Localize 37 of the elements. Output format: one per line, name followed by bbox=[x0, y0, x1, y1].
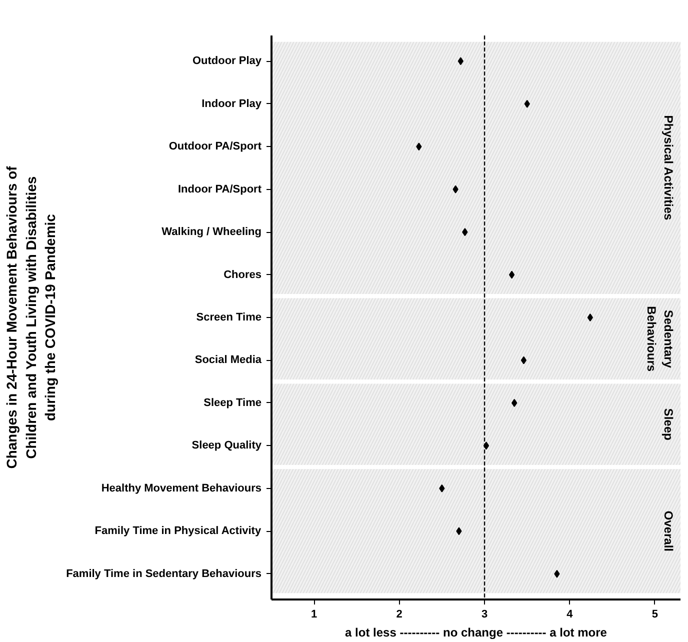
y-axis-title: Changes in 24-Hour Movement Behaviours of Children and Youth Living with Disabilities during the COVID-19 Pandemic bbox=[4, 166, 58, 469]
point bbox=[512, 398, 518, 407]
band-label: Sedentary Behaviours bbox=[644, 306, 676, 372]
point bbox=[452, 185, 458, 194]
x-tick-label: 5 bbox=[652, 608, 658, 620]
x-tick-label: 1 bbox=[311, 608, 318, 620]
point bbox=[508, 270, 515, 279]
y-tick-label: Indoor Play bbox=[202, 98, 262, 110]
x-axis-title: a lot less ---------- no change ---------- a lot more bbox=[345, 626, 608, 640]
y-tick-label: Social Media bbox=[194, 354, 262, 366]
point bbox=[456, 527, 462, 536]
y-tick-label: Chores bbox=[224, 268, 262, 281]
point bbox=[416, 142, 422, 151]
point bbox=[439, 484, 445, 492]
point bbox=[520, 356, 527, 364]
y-tick-label: Outdoor PA/Sport bbox=[168, 140, 262, 153]
x-tick-label: 4 bbox=[566, 608, 574, 620]
y-tick-label: Outdoor Play bbox=[192, 55, 262, 68]
band-label: Overall bbox=[661, 510, 676, 552]
y-tick-label: Family Time in Physical Activity bbox=[94, 525, 262, 538]
x-tick-label: 3 bbox=[481, 608, 488, 620]
y-tick-label: Healthy Movement Behaviours bbox=[101, 482, 262, 494]
y-tick-label: Sleep Time bbox=[204, 396, 262, 409]
y-tick-label: Walking / Wheeling bbox=[162, 226, 262, 238]
point bbox=[554, 570, 560, 578]
y-tick-label: Family Time in Sedentary Behaviours bbox=[66, 568, 262, 580]
y-tick-label: Sleep Quality bbox=[192, 440, 262, 452]
band-label: Physical Activities bbox=[661, 115, 676, 221]
point bbox=[462, 228, 468, 236]
x-tick-label: 2 bbox=[396, 608, 402, 620]
y-tick-label: Indoor PA/Sport bbox=[178, 183, 262, 196]
y-tick-label: Screen Time bbox=[196, 312, 262, 324]
band-label: Sleep bbox=[661, 408, 676, 440]
point bbox=[458, 57, 464, 66]
point bbox=[524, 100, 530, 108]
point bbox=[483, 442, 490, 450]
point bbox=[587, 314, 594, 322]
